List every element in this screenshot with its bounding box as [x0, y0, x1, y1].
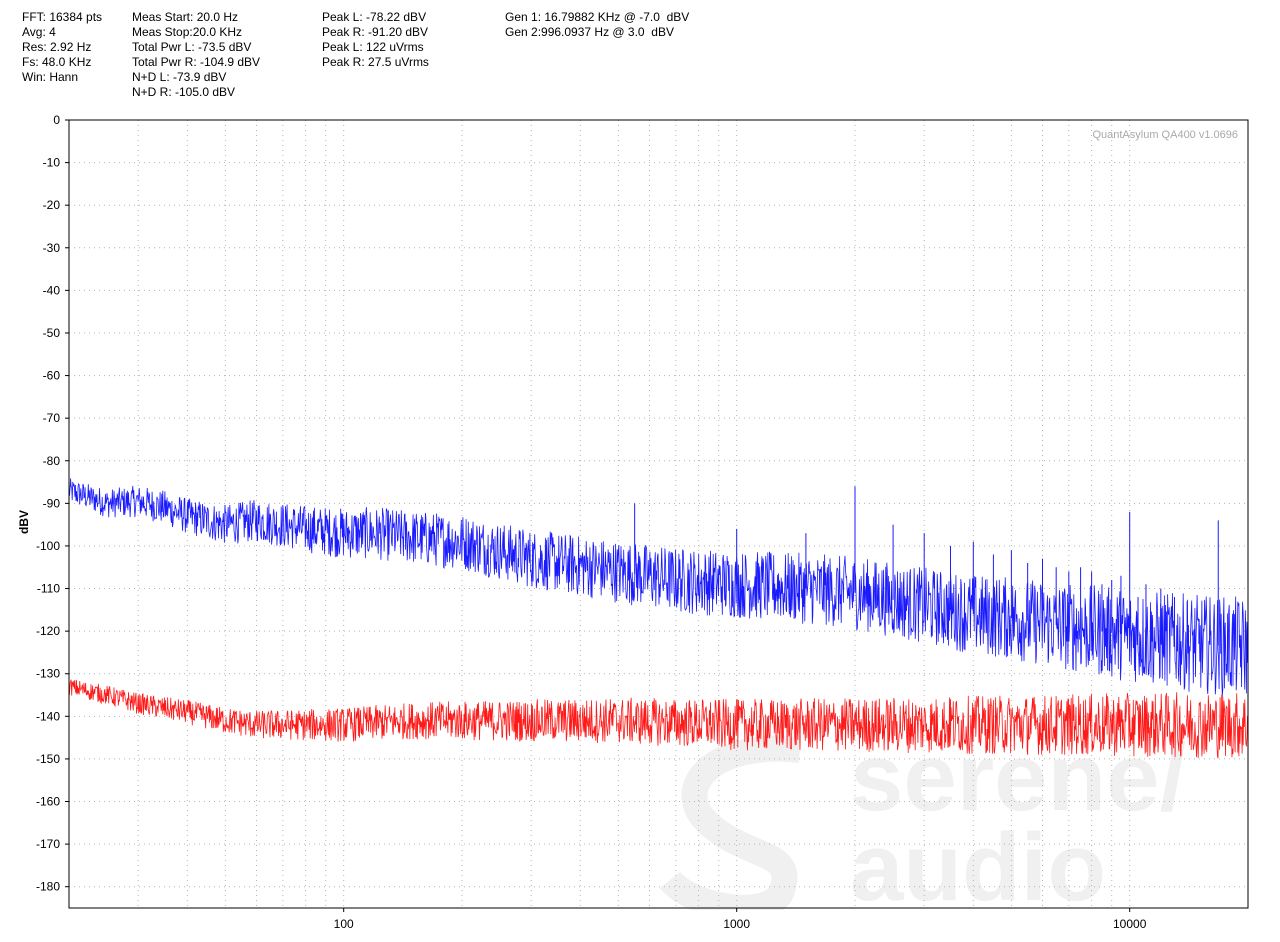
- info-gen-2: Gen 2:996.0937 Hz @ 3.0 dBV: [505, 25, 674, 39]
- x-tick-label: 100: [334, 917, 354, 931]
- info-win: Win: Hann: [22, 70, 79, 84]
- info-meas-stop: Meas Stop:20.0 KHz: [132, 25, 243, 39]
- y-tick-label: -20: [43, 198, 61, 212]
- y-tick-label: -90: [43, 496, 61, 510]
- info-peak-l-uvrms: Peak L: 122 uVrms: [322, 40, 424, 54]
- x-tick-label: 1000: [723, 917, 750, 931]
- version-label: QuantAsylum QA400 v1.0696: [1092, 129, 1238, 141]
- info-fft: FFT: 16384 pts: [22, 10, 103, 24]
- x-tick-label: 10000: [1113, 917, 1147, 931]
- y-tick-label: -110: [37, 582, 60, 596]
- info-peak-l-dbv: Peak L: -78.22 dBV: [322, 10, 427, 24]
- y-tick-label: -100: [36, 539, 60, 553]
- y-tick-label: -80: [43, 454, 61, 468]
- y-tick-label: -140: [36, 709, 60, 723]
- series-left-trace: [68, 478, 1249, 696]
- info-gen-1: Gen 1: 16.79882 KHz @ -7.0 dBV: [505, 10, 690, 24]
- info-total-pwr-r: Total Pwr R: -104.9 dBV: [132, 55, 261, 69]
- info-meas-start: Meas Start: 20.0 Hz: [132, 10, 239, 24]
- y-tick-label: -160: [36, 795, 60, 809]
- info-nd-r: N+D R: -105.0 dBV: [132, 85, 236, 99]
- series-right-trace: [68, 679, 1249, 759]
- y-tick-label: -60: [43, 369, 61, 383]
- y-tick-label: -180: [36, 880, 60, 894]
- y-tick-label: -50: [43, 326, 61, 340]
- series-layer: [68, 478, 1249, 759]
- plot-frame: [68, 119, 1249, 909]
- info-column-2: Meas Start: 20.0 Hz Meas Stop:20.0 KHz T…: [132, 10, 260, 100]
- info-fs: Fs: 48.0 KHz: [22, 55, 92, 69]
- axis-labels: 0 -10 -20 -30 -40 -50 -60 -70 -80 -90 -100 -110 -120…: [36, 113, 1147, 931]
- y-tick-label: -130: [36, 667, 60, 681]
- y-tick-label: -170: [36, 837, 60, 851]
- info-column-3: Peak L: -78.22 dBV Peak R: -91.20 dBV Pe…: [322, 10, 429, 70]
- info-total-pwr-l: Total Pwr L: -73.5 dBV: [132, 40, 252, 54]
- y-tick-label: 0: [53, 113, 60, 127]
- y-tick-label: -10: [43, 156, 61, 170]
- info-avg: Avg: 4: [22, 25, 56, 39]
- info-peak-r-dbv: Peak R: -91.20 dBV: [322, 25, 429, 39]
- info-peak-r-uvrms: Peak R: 27.5 uVrms: [322, 55, 429, 69]
- info-column-1: FFT: 16384 pts Avg: 4 Res: 2.92 Hz Fs: 4…: [22, 10, 102, 85]
- y-tick-label: -120: [36, 624, 60, 638]
- y-axis-label: dBV: [17, 510, 31, 534]
- y-tick-label: -70: [43, 411, 61, 425]
- y-tick-label: -150: [36, 752, 60, 766]
- info-nd-l: N+D L: -73.9 dBV: [132, 70, 227, 84]
- info-column-4: Gen 1: 16.79882 KHz @ -7.0 dBV Gen 2:996…: [505, 10, 689, 40]
- y-tick-label: -40: [43, 283, 61, 297]
- y-tick-label: -30: [43, 241, 61, 255]
- info-res: Res: 2.92 Hz: [22, 40, 92, 54]
- grid: [68, 119, 1249, 908]
